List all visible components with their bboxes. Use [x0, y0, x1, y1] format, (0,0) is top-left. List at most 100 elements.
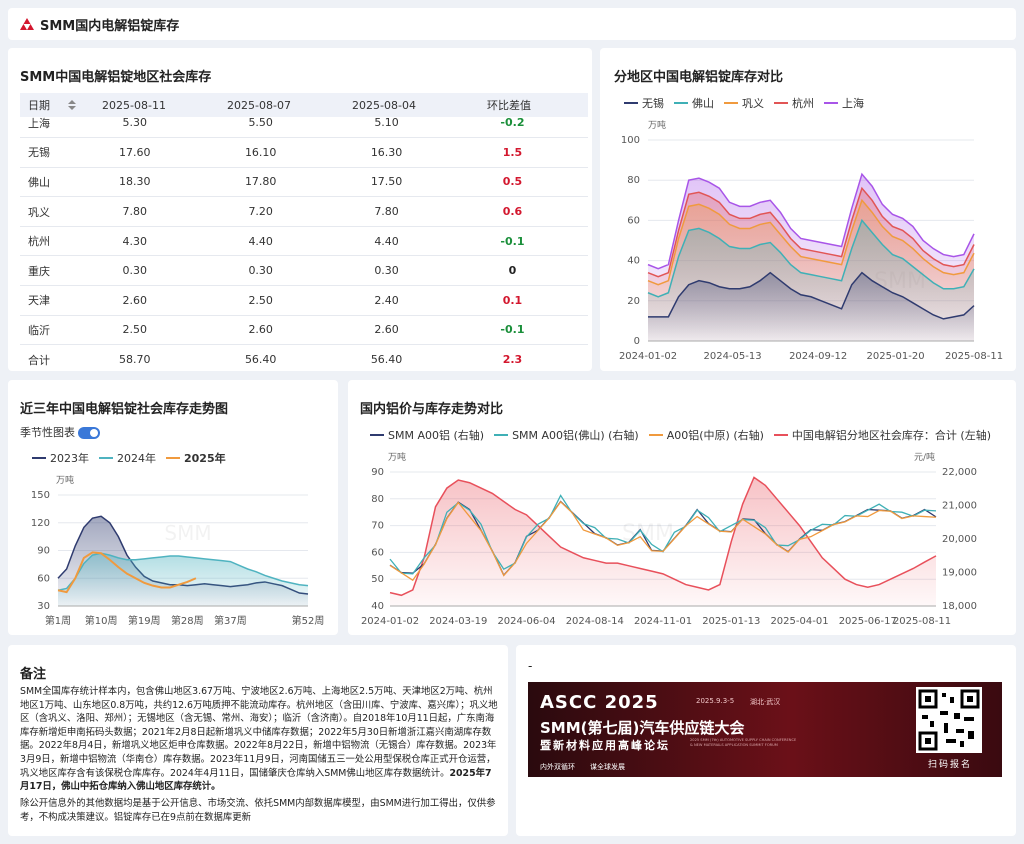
y-tick-label: 0	[634, 336, 640, 347]
ad-brand: ASCC 2025	[540, 692, 659, 713]
table-header: 日期 2025-08-11 2025-08-07 2025-08-04 环比差值	[20, 93, 588, 117]
ad-card: - ASCC 2025 2025.9.3-5 湖北·武汉 SMM(第七届)汽车供…	[516, 645, 1016, 836]
legend-item[interactable]: 佛山	[674, 95, 714, 111]
y-tick-label: 40	[627, 256, 640, 267]
diff-cell: -0.1	[436, 226, 588, 257]
x-tick-label: 2025-06-17	[839, 616, 897, 627]
value-cell: 58.70	[84, 344, 186, 371]
table-row: 天津 2.60 2.50 2.40 0.1	[20, 285, 588, 316]
y-tick-label: 40	[371, 601, 384, 612]
legend-label: 中国电解铝分地区社会库存：合计 (左轴)	[791, 429, 991, 442]
legend-label: 2025年	[184, 452, 226, 465]
seasonal-toggle[interactable]	[78, 427, 100, 439]
region-cell: 天津	[20, 285, 85, 316]
diff-cell: 0.1	[436, 285, 588, 316]
x-tick-label: 2024-08-14	[566, 616, 624, 627]
series-line	[647, 172, 975, 270]
notes-disclaimer: 除公开信息外的其他数据均是基于公开信息、市场交流、依托SMM内部数据库模型，由S…	[20, 798, 496, 823]
legend-item[interactable]: 巩义	[724, 95, 764, 111]
legend-item[interactable]: 中国电解铝分地区社会库存：合计 (左轴)	[773, 427, 991, 443]
legend-item[interactable]: 无锡	[624, 95, 664, 111]
y-unit-right: 元/吨	[914, 453, 936, 463]
chart-title: 近三年中国电解铝锭社会库存走势图	[20, 402, 229, 417]
legend-swatch	[32, 457, 46, 459]
threeyear-chart: 30 60 90 120 150 SMM 第1周 第10周 第19周 第28周 第37周 第52周	[31, 490, 324, 627]
page-title: SMM国内电解铝锭库存	[40, 18, 180, 34]
legend-item[interactable]: 2024年	[99, 450, 156, 466]
notes-paragraph: SMM全国库存统计样本内，包含佛山地区3.67万吨、宁波地区2.6万吨、上海地区…	[20, 686, 498, 793]
ad-dash: -	[528, 659, 533, 673]
legend-item[interactable]: A00铝(中原) (右轴)	[648, 427, 764, 443]
diff-cell: 0.6	[436, 196, 588, 227]
table-title: SMM中国电解铝锭地区社会库存	[20, 70, 212, 85]
region-cell: 临沂	[20, 315, 85, 346]
legend-swatch	[99, 457, 113, 459]
x-tick-label: 2024-01-02	[619, 351, 677, 362]
ad-tag2: 谋全球发展	[590, 763, 625, 771]
y-unit: 万吨	[648, 121, 667, 131]
diff-cell: 0.5	[436, 167, 588, 198]
col-date-header[interactable]: 日期	[20, 97, 84, 113]
legend-swatch	[370, 434, 384, 436]
series-line	[57, 551, 197, 594]
x-tick-label: 2025-01-20	[866, 351, 924, 362]
y-tick-label: 80	[627, 175, 640, 186]
y-right-tick-label: 19,000	[942, 568, 977, 579]
conference-banner[interactable]: ASCC 2025 2025.9.3-5 湖北·武汉 SMM(第七届)汽车供应链…	[528, 682, 1002, 777]
value-cell: 7.80	[336, 196, 437, 227]
series-line	[647, 218, 975, 298]
y-tick-label: 70	[371, 521, 384, 532]
ad-en-line1: 2025 SMM (7th) AUTOMOTIVE SUPPLY CHAIN C…	[690, 738, 797, 742]
y-tick-label: 60	[627, 215, 640, 226]
y-tick-label: 60	[37, 573, 50, 584]
series-line	[647, 186, 975, 278]
seasonal-toggle-label: 季节性图表	[20, 426, 75, 439]
legend-label: A00铝(中原) (右轴)	[666, 429, 764, 442]
value-cell: 0.30	[336, 255, 437, 287]
legend-item[interactable]: 杭州	[774, 95, 814, 111]
diff-cell: -0.1	[436, 315, 588, 346]
threeyear-chart-card: 近三年中国电解铝锭社会库存走势图 季节性图表 2023年 2024年 2025年 万…	[8, 380, 338, 635]
x-tick-label: 2025-01-13	[702, 616, 760, 627]
price-inventory-chart: 40 50 60 70 80 90 18,000 19,000 20,000 21,000 22,0…	[361, 467, 977, 627]
legend-label: SMM A00铝 (右轴)	[388, 429, 485, 442]
value-cell: 2.40	[336, 285, 437, 316]
price-inventory-chart-card: 国内铝价与库存走势对比 SMM A00铝 (右轴) SMM A00铝(佛山) (右…	[348, 380, 1016, 635]
value-cell: 4.40	[185, 226, 337, 257]
watermark: SMM	[164, 521, 211, 545]
chart-title: 国内铝价与库存走势对比	[360, 402, 504, 417]
legend-item[interactable]: 上海	[824, 95, 864, 111]
series-area	[648, 272, 974, 341]
value-cell: 17.80	[185, 167, 337, 198]
legend-item[interactable]: 2023年	[32, 450, 89, 466]
col-header: 2025-08-07	[227, 98, 291, 112]
legend-swatch	[648, 434, 663, 436]
legend-item[interactable]: SMM A00铝(佛山) (右轴)	[494, 427, 639, 443]
page-header: SMM国内电解铝锭库存	[8, 8, 1016, 40]
y-right-tick-label: 20,000	[942, 534, 977, 545]
ad-headline: SMM(第七届)汽车供应链大会	[540, 719, 745, 737]
y-right-tick-label: 21,000	[942, 501, 977, 512]
value-cell: 16.30	[336, 137, 437, 168]
y-tick-label: 90	[371, 467, 384, 478]
x-tick-label: 2024-11-01	[634, 616, 692, 627]
legend-item[interactable]: SMM A00铝 (右轴)	[370, 427, 484, 443]
table-row: 合计 58.70 56.40 56.40 2.3	[20, 344, 588, 371]
region-cell: 佛山	[20, 167, 85, 198]
legend-label: 杭州	[792, 97, 814, 110]
smm-logo-icon	[20, 18, 34, 30]
y-tick-label: 90	[37, 546, 50, 557]
series-line	[648, 271, 975, 320]
value-cell: 17.50	[336, 167, 437, 198]
legend-swatch	[774, 102, 788, 104]
region-cell: 巩义	[20, 196, 85, 227]
ad-tag1: 内外双循环	[540, 763, 575, 771]
sort-icon[interactable]	[68, 100, 76, 110]
price-line	[389, 500, 937, 582]
region-cell: 无锡	[20, 137, 85, 168]
region-cell: 重庆	[20, 255, 85, 287]
legend-item[interactable]: 2025年	[166, 450, 226, 466]
legend-swatch	[674, 102, 688, 104]
legend-label: SMM A00铝(佛山) (右轴)	[512, 429, 639, 442]
qr-label: 扫码报名	[928, 760, 973, 770]
